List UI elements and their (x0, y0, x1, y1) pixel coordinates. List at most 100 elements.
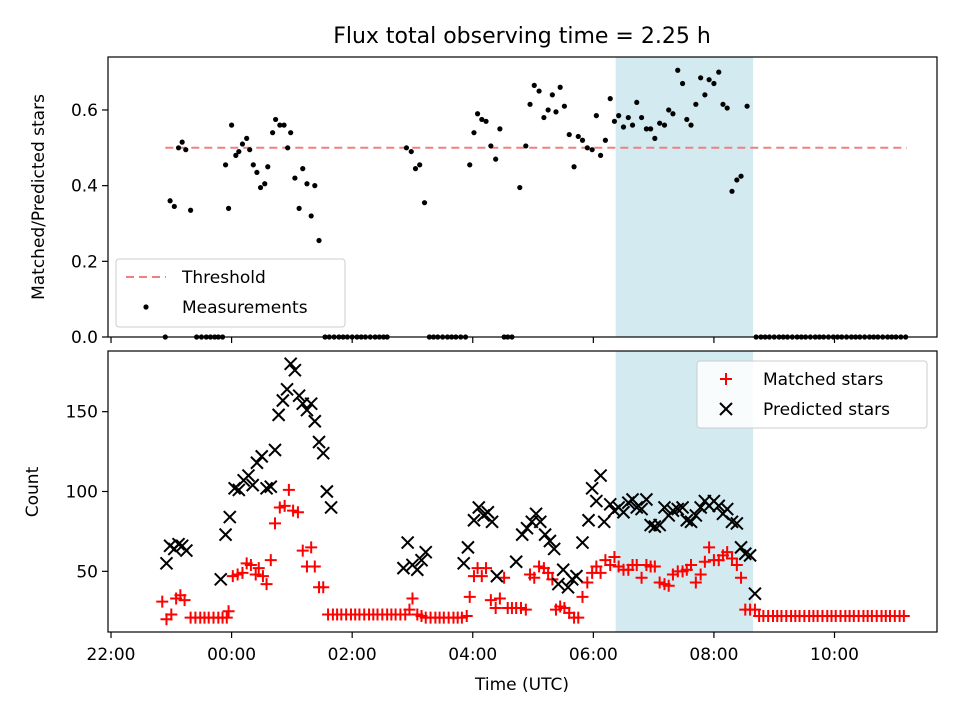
matched-star-point (165, 608, 178, 621)
matched-star-point (156, 595, 169, 608)
measurement-point (602, 137, 609, 143)
measurement-point (187, 207, 194, 213)
ratio-legend-box (115, 258, 346, 328)
predicted-star-point (304, 396, 318, 411)
matched-star-point (463, 590, 476, 603)
measurement-point (616, 113, 622, 119)
measurement-point (670, 111, 676, 117)
predicted-star-point (551, 577, 566, 591)
predicted-star-point (533, 515, 547, 529)
measurement-point (308, 213, 314, 219)
matched-star-point (735, 571, 748, 584)
matched-star-point (244, 558, 257, 571)
measurement-point (316, 237, 322, 244)
measurement-point (584, 145, 590, 151)
x-tick-label: 02:00 (328, 645, 377, 665)
predicted-star-point (547, 542, 561, 556)
predicted-star-point (467, 513, 481, 527)
measurement-point (300, 166, 306, 172)
matched-star-point (726, 552, 739, 565)
matched-star-point (308, 560, 321, 573)
legend-measurements-swatch (143, 304, 149, 310)
matched-star-point (498, 571, 511, 584)
predicted-star-point (288, 363, 302, 377)
measurement-point (553, 109, 559, 115)
measurement-point (222, 162, 229, 168)
measurement-point (536, 88, 542, 94)
matched-star-point (635, 571, 648, 584)
predicted-star-point (457, 556, 471, 571)
matched-star-point (662, 579, 675, 592)
predicted-star-point (232, 483, 246, 497)
measurement-point (288, 130, 294, 136)
predicted-star-point (581, 513, 596, 527)
measurement-point (738, 173, 744, 179)
predicted-star-point (320, 484, 334, 499)
measurement-point (312, 183, 318, 189)
predicted-star-point (223, 510, 237, 524)
measurement-point (579, 137, 586, 143)
measurement-point (729, 188, 735, 194)
measurement-point (643, 126, 649, 132)
matched-star-point (296, 544, 309, 557)
measurement-point (244, 135, 250, 141)
measurement-point (285, 145, 291, 151)
matched-star-point (475, 570, 488, 583)
predicted-star-point (689, 508, 703, 523)
x-tick-label: 08:00 (689, 645, 738, 665)
y-tick-label: 0.0 (71, 328, 98, 348)
predicted-star-point (214, 572, 228, 587)
predicted-star-point (648, 519, 662, 534)
predicted-star-point (520, 521, 534, 535)
measurement-point (684, 116, 690, 123)
matched-star-point (572, 611, 585, 624)
predicted-star-point (639, 492, 654, 507)
measurement-point (561, 103, 568, 109)
matched-star-point (480, 562, 493, 575)
measurement-point (269, 130, 276, 136)
predicted-star-point (725, 515, 739, 529)
measurement-point (545, 107, 551, 113)
matched-star-point (317, 581, 330, 594)
predicted-star-point (490, 569, 504, 583)
measurement-point (648, 126, 654, 132)
measurement-point (417, 162, 423, 168)
ratio-legend: Threshold Measurements (115, 258, 346, 328)
matched-star-point (748, 603, 761, 616)
measurement-point (171, 203, 177, 210)
measurement-point (607, 96, 613, 102)
matched-star-point (403, 603, 416, 616)
measurement-point (625, 114, 631, 121)
predicted-star-point (712, 499, 726, 513)
predicted-star-point (276, 393, 290, 408)
measurement-point (593, 113, 599, 119)
measurement-point (734, 177, 740, 183)
matched-star-point (581, 576, 594, 589)
predicted-star-point (400, 535, 415, 550)
predicted-star-point (250, 456, 264, 470)
matched-star-point (406, 592, 419, 605)
highlight-span-top (615, 57, 754, 337)
matched-star-point (305, 541, 318, 554)
predicted-star-point (171, 537, 186, 551)
predicted-star-point (259, 481, 274, 496)
measurement-point (657, 120, 663, 126)
matched-star-point (542, 566, 555, 579)
measurement-point (634, 99, 640, 106)
measurement-point (675, 67, 681, 73)
measurement-point (720, 101, 726, 107)
matched-star-point (648, 560, 661, 573)
predicted-star-point (472, 500, 486, 515)
measurement-point (706, 77, 712, 83)
matched-star-point (698, 555, 711, 568)
measurement-point (527, 101, 533, 107)
matched-star-point (484, 594, 497, 607)
matched-star-point (608, 550, 621, 563)
predicted-star-point (271, 408, 286, 422)
measurement-point (273, 116, 279, 123)
predicted-star-point (561, 580, 575, 595)
matched-star-point (236, 566, 249, 579)
predicted-star-point (485, 515, 499, 529)
predicted-star-point (241, 468, 256, 483)
